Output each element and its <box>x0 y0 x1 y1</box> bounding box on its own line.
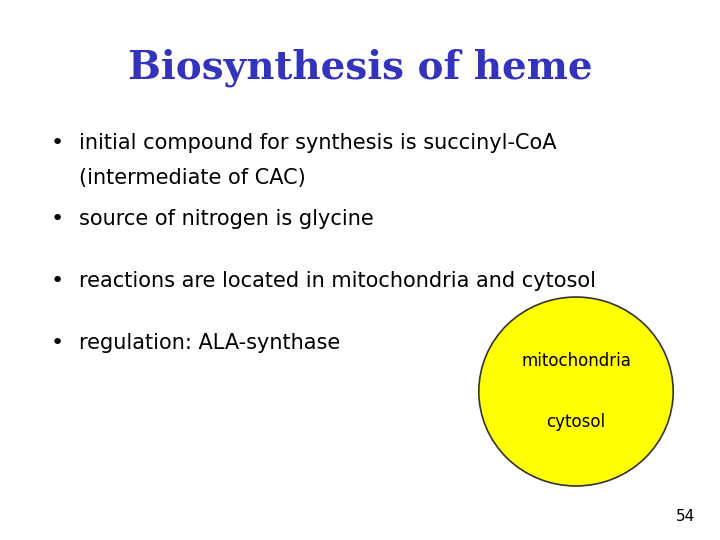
Text: •: • <box>51 208 64 229</box>
Text: source of nitrogen is glycine: source of nitrogen is glycine <box>79 208 374 229</box>
Text: •: • <box>51 271 64 291</box>
Text: •: • <box>51 333 64 353</box>
Text: initial compound for synthesis is succinyl-CoA: initial compound for synthesis is succin… <box>79 133 557 153</box>
Text: reactions are located in mitochondria and cytosol: reactions are located in mitochondria an… <box>79 271 596 291</box>
Text: Biosynthesis of heme: Biosynthesis of heme <box>127 48 593 87</box>
Ellipse shape <box>479 297 673 486</box>
Text: •: • <box>51 133 64 153</box>
Text: 54: 54 <box>675 509 695 524</box>
Text: (intermediate of CAC): (intermediate of CAC) <box>79 168 306 188</box>
Text: cytosol: cytosol <box>546 413 606 431</box>
Text: mitochondria: mitochondria <box>521 352 631 370</box>
Text: regulation: ALA-synthase: regulation: ALA-synthase <box>79 333 341 353</box>
